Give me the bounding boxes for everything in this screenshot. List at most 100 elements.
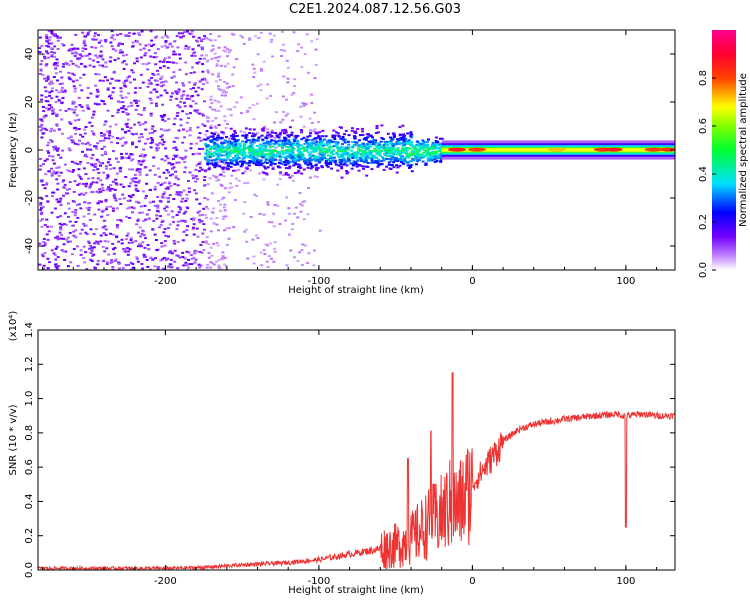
spectrogram-cell bbox=[210, 102, 214, 105]
spectrogram-cell bbox=[244, 135, 248, 138]
spectrogram-cell bbox=[156, 204, 160, 207]
spectrogram-cell bbox=[325, 148, 329, 151]
spectrogram-cell bbox=[100, 54, 104, 57]
spectrogram-cell bbox=[245, 111, 249, 114]
spectrogram-cell bbox=[258, 212, 262, 215]
spectrogram-cell bbox=[409, 131, 413, 134]
spectrogram-cell bbox=[421, 155, 425, 157]
spectrogram-cell bbox=[408, 152, 412, 155]
spectrogram-cell bbox=[241, 134, 245, 137]
spectrogram-cell bbox=[398, 137, 402, 140]
spectrogram-cell bbox=[296, 149, 300, 152]
spectrogram-cell bbox=[182, 212, 186, 215]
spectrogram-cell bbox=[156, 181, 160, 184]
spectrogram-cell bbox=[175, 114, 179, 117]
spectrogram-cell bbox=[296, 50, 300, 53]
spectrogram-cell bbox=[199, 264, 203, 267]
spectrogram-cell bbox=[333, 134, 337, 137]
spectrogram-cell bbox=[233, 106, 237, 108]
spectrogram-cell bbox=[139, 205, 143, 208]
spectrogram-cell bbox=[195, 250, 199, 253]
spectrogram-cell bbox=[52, 191, 56, 194]
spectrogram-cell bbox=[186, 94, 189, 97]
spectrogram-cell bbox=[93, 242, 97, 245]
spectrogram-cell bbox=[61, 132, 64, 135]
spectrogram-cell bbox=[90, 246, 94, 249]
spectrogram-cell bbox=[72, 230, 76, 233]
spectrogram-cell bbox=[284, 129, 288, 132]
spectrogram-cell bbox=[166, 46, 170, 49]
spectrogram-cell bbox=[318, 151, 322, 154]
spectrogram-cell bbox=[43, 159, 47, 162]
spectrogram-cell bbox=[310, 150, 314, 153]
spectrogram-cell bbox=[422, 146, 426, 149]
spectrogram-cell bbox=[43, 55, 47, 58]
spectrogram-cell bbox=[177, 88, 181, 91]
spectrogram-cell bbox=[316, 167, 320, 169]
spectrogram-cell bbox=[222, 175, 226, 178]
spectrogram-cell bbox=[436, 140, 440, 143]
spectrogram-cell bbox=[217, 200, 221, 202]
spectrogram-cell bbox=[222, 166, 226, 169]
spectrogram-cell bbox=[290, 228, 294, 231]
spectrogram-cell bbox=[350, 153, 354, 156]
spectrogram-cell bbox=[308, 117, 312, 120]
spectrogram-cell bbox=[68, 149, 72, 152]
spectrogram-cell bbox=[321, 129, 325, 132]
spectrogram-cell bbox=[179, 100, 183, 103]
spectrogram-cell bbox=[291, 223, 295, 225]
spectrogram-cell bbox=[231, 145, 235, 148]
spectrogram-cell bbox=[110, 30, 114, 33]
spectrogram-cell bbox=[216, 158, 220, 161]
spectrogram-cell bbox=[338, 158, 342, 161]
spectrogram-cell bbox=[290, 142, 294, 145]
spectrogram-cell bbox=[156, 267, 160, 270]
spectrogram-cell bbox=[129, 153, 133, 155]
spectrogram-cell bbox=[88, 30, 92, 33]
spectrogram-cell bbox=[327, 142, 331, 145]
spectrogram-cell bbox=[119, 32, 123, 35]
spectrogram-cell bbox=[201, 241, 205, 243]
spectrogram-cell bbox=[289, 143, 293, 146]
spectrogram-cell bbox=[136, 167, 140, 170]
spectrogram-cell bbox=[80, 142, 84, 145]
spectrogram-cell bbox=[158, 142, 162, 145]
spectrogram-cell bbox=[229, 165, 233, 168]
spectrogram-cell bbox=[186, 48, 190, 51]
spectrogram-cell bbox=[70, 43, 74, 46]
spectrogram-cell bbox=[59, 215, 63, 218]
spectrogram-cell bbox=[192, 256, 196, 259]
spectrogram-cell bbox=[376, 165, 380, 168]
spectrogram-cell bbox=[53, 45, 57, 48]
spectrogram-cell bbox=[216, 148, 219, 151]
spectrogram-cell bbox=[87, 177, 91, 180]
spectrogram-cell bbox=[290, 131, 294, 134]
spectrogram-cell bbox=[389, 155, 393, 158]
spectrogram-cell bbox=[185, 113, 189, 116]
spectrogram-cell bbox=[273, 204, 277, 206]
spectrogram-cell bbox=[198, 221, 202, 224]
spectrogram-cell bbox=[243, 201, 247, 203]
spectrogram-cell bbox=[95, 181, 99, 184]
spectrogram-cell bbox=[92, 253, 96, 256]
spectrogram-cell bbox=[435, 160, 439, 163]
x-tick-label: -100 bbox=[308, 276, 331, 287]
spectrogram-cell bbox=[192, 219, 195, 222]
spectrogram-cell bbox=[211, 155, 215, 158]
spectrogram-cell bbox=[67, 147, 71, 150]
spectrogram-cell bbox=[400, 149, 404, 152]
spectrogram-cell bbox=[228, 140, 232, 143]
spectrogram-cell bbox=[129, 101, 133, 104]
spectrogram-cell bbox=[118, 51, 122, 54]
spectrogram-cell bbox=[408, 147, 412, 150]
spectrogram-cell bbox=[328, 140, 332, 143]
spectrogram-cell bbox=[336, 148, 340, 150]
spectrogram-cell bbox=[124, 108, 128, 111]
spectrogram-cell bbox=[127, 105, 130, 108]
spectrogram-cell bbox=[330, 150, 334, 153]
spectrogram-cell bbox=[251, 132, 255, 135]
spectrogram-cell bbox=[273, 139, 277, 142]
spectrogram-cell bbox=[364, 158, 367, 161]
spectrogram-cell bbox=[204, 169, 208, 172]
spectrogram-cell bbox=[90, 125, 94, 127]
